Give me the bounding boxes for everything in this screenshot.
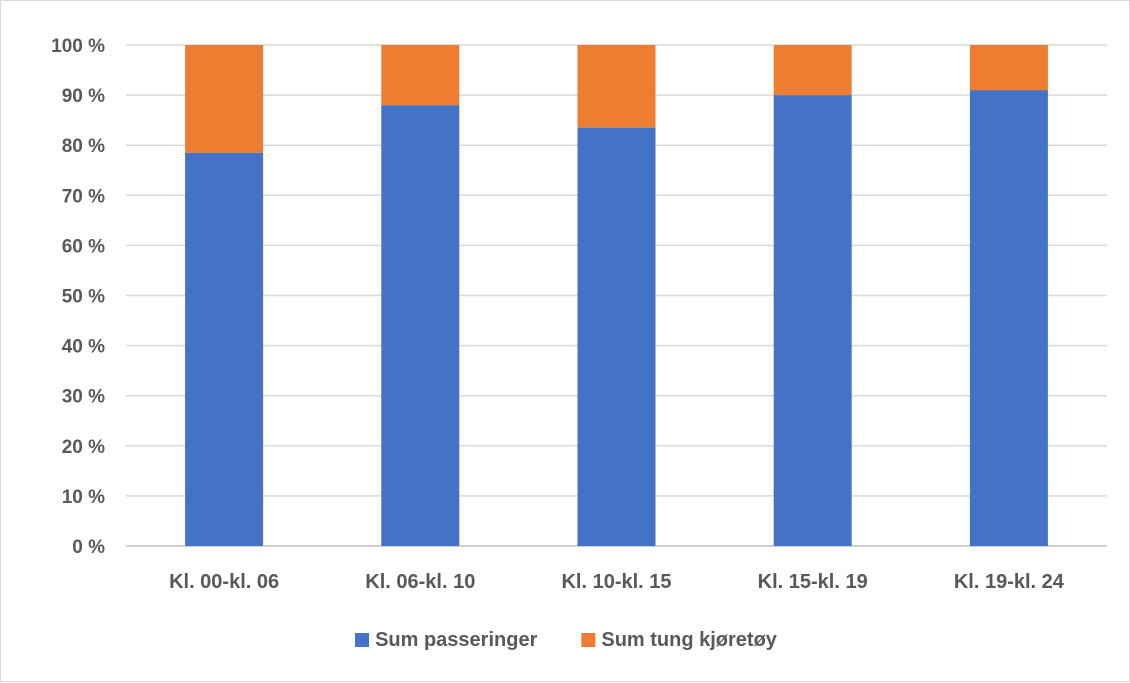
bar-segment: [969, 45, 1048, 91]
legend: Sum passeringer Sum tung kjøretøy: [355, 629, 778, 651]
legend-item: Sum tung kjøretøy: [581, 629, 778, 651]
x-axis-ticks: Kl. 00-kl. 06 Kl. 06-kl. 10 Kl. 10-kl. 15 K…: [169, 571, 1065, 593]
x-tick-label: Kl. 06-kl. 10: [365, 571, 475, 593]
legend-swatch: [355, 633, 370, 647]
bar-segment: [381, 105, 460, 547]
x-tick-label: Kl. 00-kl. 06: [169, 571, 279, 593]
y-tick-label: 30 %: [62, 387, 105, 408]
y-axis-ticks: 0 % 10 % 20 % 30 % 40 % 50 % 60 % 70 % 80 % 90 % 1…: [51, 36, 105, 558]
x-tick-label: Kl. 15-kl. 19: [758, 571, 868, 593]
bar-segment: [773, 45, 852, 96]
x-tick-label: Kl. 19-kl. 24: [954, 571, 1065, 593]
y-tick-label: 0 %: [72, 537, 105, 558]
y-tick-label: 50 %: [62, 287, 105, 308]
bar-segment: [577, 127, 656, 546]
y-tick-label: 10 %: [62, 487, 105, 508]
y-tick-label: 20 %: [62, 437, 105, 458]
y-tick-label: 90 %: [62, 86, 105, 107]
bar-segment: [773, 95, 852, 546]
y-tick-label: 40 %: [62, 337, 105, 358]
y-tick-label: 100 %: [51, 36, 105, 57]
y-tick-label: 80 %: [62, 136, 105, 157]
y-tick-label: 60 %: [62, 236, 105, 257]
bar-segment: [969, 90, 1048, 546]
x-tick-label: Kl. 10-kl. 15: [561, 571, 671, 593]
bar-segment: [577, 45, 656, 128]
bars: [185, 45, 1048, 547]
legend-label: Sum passeringer: [375, 629, 538, 651]
bar-segment: [185, 45, 264, 153]
y-tick-label: 70 %: [62, 186, 105, 207]
legend-label: Sum tung kjøretøy: [601, 629, 777, 651]
legend-swatch: [581, 633, 596, 647]
bar-segment: [381, 45, 460, 106]
bar-segment: [185, 152, 264, 546]
legend-item: Sum passeringer: [355, 629, 538, 651]
